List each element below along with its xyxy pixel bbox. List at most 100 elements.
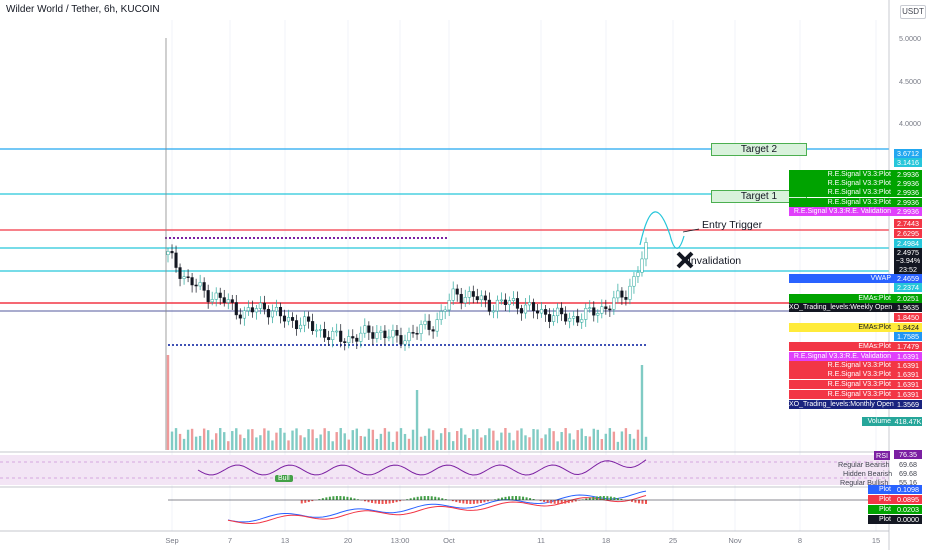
macd-hist-bar xyxy=(420,496,423,500)
volume-bar xyxy=(263,428,266,450)
price-tick: 4.5000 xyxy=(899,77,921,86)
price-label-name: R.E.Signal V3.3:Plot xyxy=(789,198,894,207)
macd-hist-bar xyxy=(553,500,556,504)
volume-bar xyxy=(411,429,415,450)
candle-body xyxy=(174,252,178,268)
volume-bar xyxy=(219,428,222,450)
candle-body xyxy=(194,284,198,287)
volume-bar xyxy=(335,432,338,450)
time-tick: 11 xyxy=(537,536,545,545)
candle-body xyxy=(616,290,620,299)
candle-body xyxy=(443,309,447,312)
volume-bar xyxy=(456,430,459,450)
volume-bar xyxy=(223,432,226,450)
macd-hist-bar xyxy=(311,500,314,502)
time-tick: Sep xyxy=(165,536,179,545)
volume-bar xyxy=(319,434,322,450)
target-2-box: Target 2 xyxy=(711,143,807,156)
candle-body xyxy=(290,317,295,321)
price-label-value: 3.6712 xyxy=(894,149,922,158)
macd-hist-bar xyxy=(342,496,345,500)
candle-body xyxy=(387,336,391,339)
macd-hist-bar xyxy=(458,500,461,503)
macd-hist-bar xyxy=(518,496,521,500)
macd-hist-bar xyxy=(434,496,437,500)
volume-bar xyxy=(243,438,246,450)
price-tick: 4.0000 xyxy=(899,119,921,128)
candle-body xyxy=(186,276,190,278)
volume-bar xyxy=(451,441,455,450)
price-label-value: −3.94% xyxy=(894,256,922,265)
candle-body xyxy=(487,299,491,312)
volume-bar xyxy=(480,437,483,450)
candle-body xyxy=(423,320,427,325)
currency-button[interactable]: USDT xyxy=(900,5,926,19)
macd-hist-bar xyxy=(529,498,532,500)
volume-bar xyxy=(202,428,206,450)
macd-hist-bar xyxy=(465,500,468,504)
macd-plot-value: 0.0000 xyxy=(894,515,922,524)
volume-bar xyxy=(636,429,640,450)
volume-bar xyxy=(568,433,571,450)
candle-body xyxy=(544,309,548,315)
candle-body xyxy=(331,331,335,340)
macd-hist-bar xyxy=(515,496,518,500)
volume-bar xyxy=(323,428,326,450)
candle-body xyxy=(435,319,439,332)
volume-bar xyxy=(496,440,499,450)
horizontal-levels xyxy=(0,38,889,450)
candle-body xyxy=(507,300,511,305)
candle-body xyxy=(556,307,560,317)
rsi-label: RSI xyxy=(874,451,890,460)
macd-hist-bar xyxy=(381,500,384,504)
volume-label: Volume xyxy=(862,417,894,426)
price-label-value: 2.7443 xyxy=(894,219,922,228)
candle-body xyxy=(540,309,544,314)
candle-body xyxy=(640,258,644,273)
candle-body xyxy=(523,304,528,314)
price-label-name: EMAs:Plot xyxy=(789,342,894,351)
volume-bar xyxy=(355,428,358,450)
macd-hist-bar xyxy=(532,499,535,500)
volume-bar xyxy=(359,435,363,450)
price-label-value: 2.9936 xyxy=(894,198,922,207)
candle-body xyxy=(226,299,230,303)
macd-hist-bar xyxy=(634,500,637,503)
volume-bar xyxy=(508,432,511,450)
macd-hist-bar xyxy=(444,499,447,500)
volume-bar xyxy=(299,435,302,450)
price-label-name: R.E.Signal V3.3:R.E. Validation xyxy=(789,352,894,361)
macd-hist-bar xyxy=(564,500,567,504)
price-label-name: R.E.Signal V3.3:Plot xyxy=(789,170,894,179)
price-label-name: VWAP xyxy=(789,274,894,283)
macd-hist-bar xyxy=(483,500,486,503)
macd-hist-bar xyxy=(427,496,430,500)
rsi-value: 76.35 xyxy=(894,450,922,459)
volume-bar xyxy=(427,428,431,450)
macd-hist-bar xyxy=(476,500,479,504)
macd-hist-bar xyxy=(630,500,633,502)
volume-bar xyxy=(174,428,178,450)
candle-body xyxy=(411,332,415,334)
volume-bar xyxy=(283,432,286,450)
volume-bar xyxy=(596,429,599,450)
macd-hist-bar xyxy=(406,499,409,500)
volume-bar xyxy=(251,429,254,450)
macd-hist-bar xyxy=(479,500,482,504)
volume-bar xyxy=(540,438,543,450)
candle-body xyxy=(363,325,367,334)
macd-hist-bar xyxy=(511,496,514,500)
macd-hist-bar xyxy=(620,498,623,500)
price-label-value: 1.8424 xyxy=(894,323,922,332)
macd-hist-bar xyxy=(539,500,542,502)
candle-body xyxy=(367,325,371,333)
time-tick: Nov xyxy=(728,536,742,545)
macd-hist-bar xyxy=(645,500,647,504)
volume-bar xyxy=(439,433,443,450)
macd-hist-bar xyxy=(500,497,503,500)
volume-bar xyxy=(524,435,527,450)
price-label-value: 2.9936 xyxy=(894,170,922,179)
macd-plot-label: Plot xyxy=(868,495,894,504)
macd-hist-bar xyxy=(325,497,328,500)
